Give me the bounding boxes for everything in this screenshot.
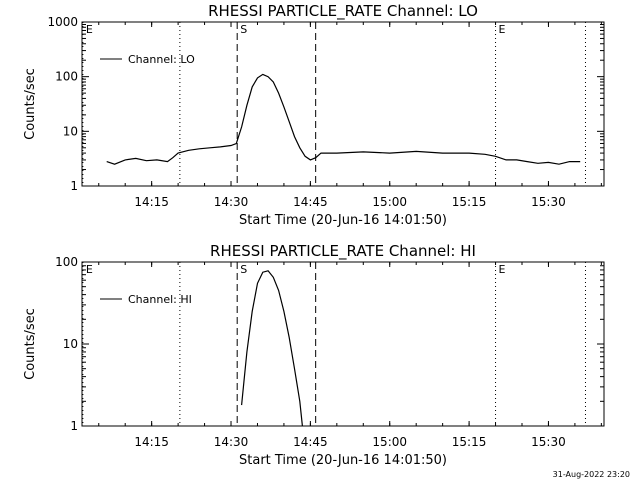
legend-label: Channel: HI	[128, 293, 192, 306]
x-tick-label: 15:00	[372, 195, 407, 209]
legend-label: Channel: LO	[128, 53, 195, 66]
panel-lo: RHESSI PARTICLE_RATE Channel: LO Start Ti…	[23, 2, 605, 228]
y-tick-label: 10	[63, 337, 78, 351]
event-marker-label: E	[499, 263, 506, 276]
series-line	[106, 73, 581, 165]
y-axis-label: Counts/sec	[23, 68, 38, 140]
series-line	[241, 270, 303, 427]
x-tick-label: 15:30	[531, 435, 566, 449]
x-tick-label: 15:00	[372, 435, 407, 449]
x-tick-label: 15:30	[531, 195, 566, 209]
event-marker-label: S	[240, 23, 247, 36]
x-tick-label: 14:30	[214, 435, 249, 449]
x-axis-label: Start Time (20-Jun-16 14:01:50)	[239, 213, 447, 228]
panel-hi: RHESSI PARTICLE_RATE Channel: HI Start Ti…	[23, 242, 605, 468]
timestamp-label: 31-Aug-2022 23:20	[553, 470, 630, 479]
chart-title: RHESSI PARTICLE_RATE Channel: HI	[210, 242, 476, 261]
event-marker-label: E	[499, 23, 506, 36]
x-tick-label: 14:30	[214, 195, 249, 209]
event-marker-label: S	[240, 263, 247, 276]
x-tick-label: 14:15	[134, 195, 169, 209]
x-tick-label: 14:45	[293, 435, 328, 449]
x-tick-label: 14:15	[134, 435, 169, 449]
y-tick-label: 100	[55, 70, 78, 84]
chart-title: RHESSI PARTICLE_RATE Channel: LO	[208, 2, 478, 21]
x-axis-label: Start Time (20-Jun-16 14:01:50)	[239, 453, 447, 468]
x-tick-label: 15:15	[452, 435, 487, 449]
y-tick-label: 100	[55, 255, 78, 269]
y-tick-label: 1000	[47, 15, 78, 29]
y-tick-label: 10	[63, 124, 78, 138]
x-tick-label: 15:15	[452, 195, 487, 209]
y-axis-label: Counts/sec	[23, 308, 38, 380]
event-marker-label: E	[86, 263, 93, 276]
y-tick-label: 1	[70, 179, 78, 193]
y-tick-label: 1	[70, 419, 78, 433]
plot-frame	[81, 21, 605, 187]
x-tick-label: 14:45	[293, 195, 328, 209]
event-marker-label: E	[86, 23, 93, 36]
